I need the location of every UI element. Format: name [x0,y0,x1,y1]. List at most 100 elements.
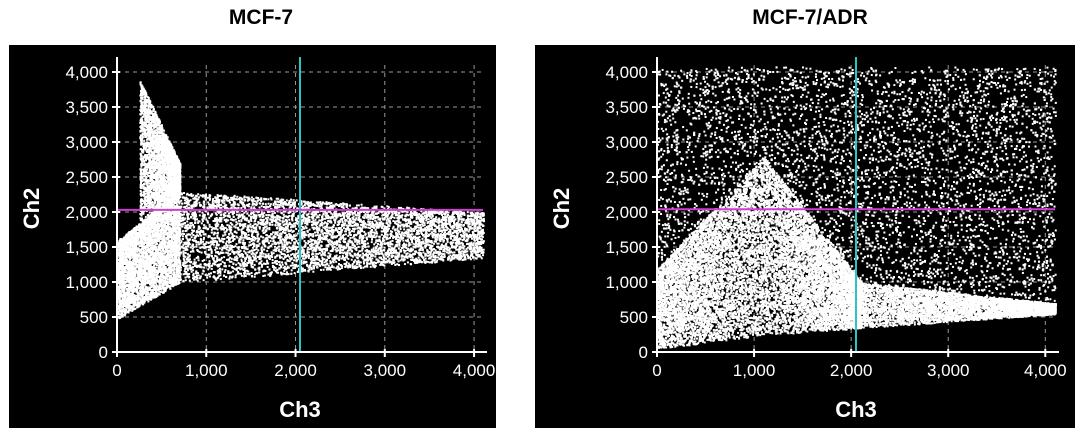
data-point [157,231,159,233]
data-point [153,295,155,297]
data-point [171,248,173,250]
data-point [122,306,124,308]
data-point [129,307,131,309]
data-point [176,237,178,239]
data-point [148,267,150,269]
data-point [125,235,127,237]
data-point [173,241,175,243]
data-point [122,315,124,317]
data-point [122,257,124,259]
data-point [118,256,120,258]
data-point [138,279,140,281]
data-point [163,290,165,292]
data-point [133,294,135,296]
data-point [173,213,175,215]
data-point [155,239,157,241]
data-point [124,266,126,268]
data-point [171,212,173,214]
data-point [119,293,121,295]
data-point [132,242,134,244]
data-point [154,256,156,258]
data-point [139,293,141,295]
data-point [138,227,140,229]
data-point [176,268,178,270]
data-point [126,263,128,265]
data-point [120,258,122,260]
data-point [163,216,165,218]
data-point [136,240,138,242]
data-point [157,272,159,274]
data-point [160,225,162,227]
data-point [172,283,174,285]
data-point [165,244,167,246]
data-point [141,283,143,285]
data-point [171,269,173,271]
data-point [119,298,121,300]
data-point [158,227,160,229]
data-point [142,245,144,247]
data-point [120,299,122,301]
data-point [118,271,120,273]
data-point [123,304,125,306]
data-point [136,288,138,290]
data-point [156,248,158,250]
data-point [134,308,136,310]
data-point [140,301,142,303]
data-point [154,258,156,260]
data-point [136,283,138,285]
data-point [128,311,130,313]
data-point [151,276,153,278]
data-point [123,274,125,276]
data-point [166,225,168,227]
panel-title-left: MCF-7 [111,6,411,30]
data-point [161,230,163,232]
data-point [155,277,157,279]
data-point [156,264,158,266]
data-point [124,256,126,258]
data-point [177,225,179,227]
data-point [130,302,132,304]
data-point [129,262,131,264]
data-point [163,283,165,285]
data-point [126,245,128,247]
data-point [136,237,138,239]
data-point [130,254,132,256]
data-point [178,245,180,247]
data-point [159,244,161,246]
data-point [159,242,161,244]
data-point [146,260,148,262]
data-point [143,281,145,283]
data-point [168,281,170,283]
data-point [138,249,140,251]
data-point [134,273,136,275]
data-point [172,227,174,229]
data-point [162,262,164,264]
data-point [159,283,161,285]
data-point [166,242,168,244]
data-point [171,233,173,235]
data-point [141,270,143,272]
data-point [146,280,148,282]
data-point [159,291,161,293]
data-point [146,264,148,266]
data-point [149,296,151,298]
data-point [156,280,158,282]
data-point [173,245,175,247]
data-point [178,254,180,256]
data-point [131,262,133,264]
data-point [161,240,163,242]
data-point [145,252,147,254]
data-point [147,247,149,249]
data-point [143,247,145,249]
data-point [166,237,168,239]
data-point [157,288,159,290]
data-point [176,254,178,256]
data-point [158,267,160,269]
data-point [143,301,145,303]
data-point [173,276,175,278]
data-point [134,250,136,252]
data-point [139,298,141,300]
data-point [127,307,129,309]
data-point [156,243,158,245]
data-point [122,271,124,273]
